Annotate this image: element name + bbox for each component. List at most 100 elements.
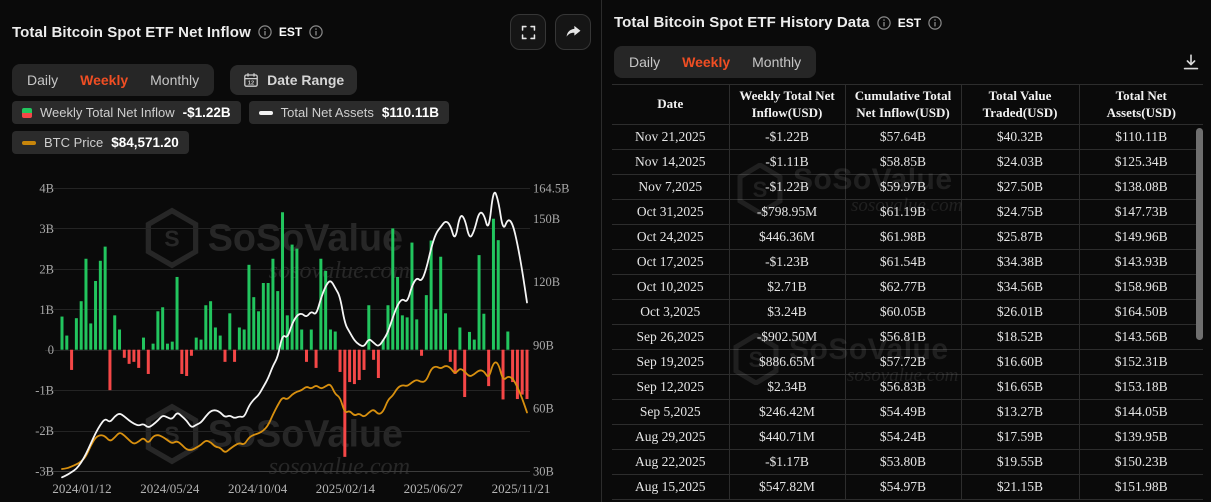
cell-cumulative: $57.64B — [844, 124, 961, 150]
tab-monthly[interactable]: Monthly — [752, 54, 802, 70]
panel-divider — [601, 0, 602, 502]
legend-label: BTC Price — [44, 135, 104, 150]
col-cumulative-net-inflow[interactable]: Cumulative Total Net Inflow(USD) — [844, 84, 961, 125]
col-total-net-assets[interactable]: Total Net Assets(USD) — [1078, 84, 1203, 125]
cell-assets: $153.18B — [1078, 374, 1203, 400]
tab-weekly[interactable]: Weekly — [682, 54, 731, 70]
cell-inflow: -$1.22B — [728, 124, 845, 150]
col-weekly-net-inflow[interactable]: Weekly Total Net Inflow(USD) — [728, 84, 845, 125]
table-row: Nov 14,2025 -$1.11B $58.85B $24.03B $125.34B — [612, 149, 1203, 175]
cell-assets: $139.95B — [1078, 424, 1203, 450]
tab-daily[interactable]: Daily — [629, 54, 661, 70]
assets-swatch-icon — [258, 110, 273, 115]
cell-date: Aug 29,2025 — [612, 424, 729, 450]
share-button[interactable] — [555, 14, 591, 50]
cell-date: Oct 24,2025 — [612, 224, 729, 250]
cell-traded: $13.27B — [960, 399, 1079, 425]
cell-date: Nov 7,2025 — [612, 174, 729, 200]
net-inflow-chart[interactable] — [0, 166, 601, 502]
fullscreen-button[interactable] — [510, 14, 546, 50]
table-row: Oct 17,2025 -$1.23B $61.54B $34.38B $143.93B — [612, 249, 1203, 275]
cell-inflow: $547.82M — [728, 474, 845, 500]
table-row: Sep 19,2025 $886.65M $57.72B $16.60B $152.31… — [612, 349, 1203, 375]
cell-assets: $150.23B — [1078, 449, 1203, 475]
btc-swatch-icon — [22, 140, 36, 145]
chart-panel-header: Total Bitcoin Spot ETF Net Inflow EST — [12, 14, 591, 50]
cell-assets: $152.31B — [1078, 349, 1203, 375]
cell-inflow: -$1.11B — [728, 149, 845, 175]
col-total-value-traded[interactable]: Total Value Traded(USD) — [960, 84, 1079, 125]
table-row: Sep 12,2025 $2.34B $56.83B $16.65B $153.18B — [612, 374, 1203, 400]
table-period-tabs: Daily Weekly Monthly — [614, 46, 817, 78]
info-icon[interactable] — [258, 25, 272, 39]
table-row: Aug 22,2025 -$1.17B $53.80B $19.55B $150.23B — [612, 449, 1203, 475]
info-icon[interactable] — [877, 15, 891, 30]
cell-cumulative: $53.80B — [844, 449, 961, 475]
timezone-label: EST — [278, 25, 303, 39]
table-header-row: Date Weekly Total Net Inflow(USD) Cumula… — [612, 84, 1203, 125]
cell-inflow: -$1.23B — [728, 249, 845, 275]
timezone-label: EST — [897, 15, 922, 30]
cell-traded: $27.50B — [960, 174, 1079, 200]
chart-canvas[interactable] — [0, 166, 601, 502]
table-row: Sep 26,2025 -$902.50M $56.81B $18.52B $143.5… — [612, 324, 1203, 350]
cell-date: Aug 15,2025 — [612, 474, 729, 500]
chart-period-tabs: Daily Weekly Monthly — [12, 64, 215, 96]
table-row: Oct 3,2025 $3.24B $60.05B $26.01B $164.50B — [612, 299, 1203, 325]
cell-cumulative: $54.97B — [844, 474, 961, 500]
cell-assets: $158.96B — [1078, 274, 1203, 300]
cell-traded: $24.75B — [960, 199, 1079, 225]
cell-cumulative: $54.24B — [844, 424, 961, 450]
col-date[interactable]: Date — [612, 84, 729, 125]
cell-assets: $144.05B — [1078, 399, 1203, 425]
cell-traded: $16.60B — [960, 349, 1079, 375]
cell-date: Nov 21,2025 — [612, 124, 729, 150]
cell-cumulative: $61.19B — [844, 199, 961, 225]
cell-cumulative: $58.85B — [844, 149, 961, 175]
legend-total-net-assets[interactable]: Total Net Assets $110.11B — [248, 101, 449, 124]
fullscreen-icon — [521, 25, 535, 39]
cell-cumulative: $62.77B — [844, 274, 961, 300]
cell-traded: $17.59B — [960, 424, 1079, 450]
table-controls: Daily Weekly Monthly — [614, 46, 1201, 78]
history-table-container: Date Weekly Total Net Inflow(USD) Cumula… — [612, 84, 1204, 500]
cell-assets: $110.11B — [1078, 124, 1203, 150]
cell-traded: $21.15B — [960, 474, 1079, 500]
cell-assets: $149.96B — [1078, 224, 1203, 250]
cell-cumulative: $56.81B — [844, 324, 961, 350]
download-button[interactable] — [1181, 52, 1201, 72]
cell-date: Oct 31,2025 — [612, 199, 729, 225]
cell-date: Oct 17,2025 — [612, 249, 729, 275]
tab-daily[interactable]: Daily — [27, 72, 59, 88]
share-icon — [566, 25, 581, 37]
legend-label: Total Net Assets — [280, 105, 374, 120]
cell-assets: $147.73B — [1078, 199, 1203, 225]
table-panel-header: Total Bitcoin Spot ETF History Data EST — [614, 14, 1201, 31]
cell-inflow: -$798.95M — [728, 199, 845, 225]
info-icon[interactable] — [928, 15, 942, 30]
net-inflow-chart-panel: Total Bitcoin Spot ETF Net Inflow EST — [0, 0, 601, 502]
table-row: Oct 31,2025 -$798.95M $61.19B $24.75B $147.7… — [612, 199, 1203, 225]
date-range-button[interactable]: 12 Date Range — [230, 65, 358, 95]
table-row: Nov 7,2025 -$1.22B $59.97B $27.50B $138.08B — [612, 174, 1203, 200]
legend-value: -$1.22B — [182, 105, 231, 120]
cell-traded: $34.38B — [960, 249, 1079, 275]
history-table: Date Weekly Total Net Inflow(USD) Cumula… — [612, 84, 1203, 500]
table-row: Aug 29,2025 $440.71M $54.24B $17.59B $139.95… — [612, 424, 1203, 450]
cell-date: Sep 19,2025 — [612, 349, 729, 375]
info-icon[interactable] — [309, 25, 323, 39]
cell-traded: $25.87B — [960, 224, 1079, 250]
table-row: Sep 5,2025 $246.42M $54.49B $13.27B $144.05B — [612, 399, 1203, 425]
table-row: Nov 21,2025 -$1.22B $57.64B $40.32B $110.11B — [612, 124, 1203, 150]
tab-monthly[interactable]: Monthly — [150, 72, 200, 88]
cell-inflow: $2.34B — [728, 374, 845, 400]
history-data-panel: Total Bitcoin Spot ETF History Data EST … — [602, 0, 1211, 502]
legend-btc-price[interactable]: BTC Price $84,571.20 — [12, 131, 189, 154]
date-range-label: Date Range — [267, 72, 345, 88]
legend-weekly-net-inflow[interactable]: Weekly Total Net Inflow -$1.22B — [12, 101, 241, 124]
chart-controls: Daily Weekly Monthly 12 Date Range — [12, 64, 591, 96]
tab-weekly[interactable]: Weekly — [80, 72, 129, 88]
cell-date: Sep 12,2025 — [612, 374, 729, 400]
table-scrollbar[interactable] — [1196, 128, 1203, 340]
